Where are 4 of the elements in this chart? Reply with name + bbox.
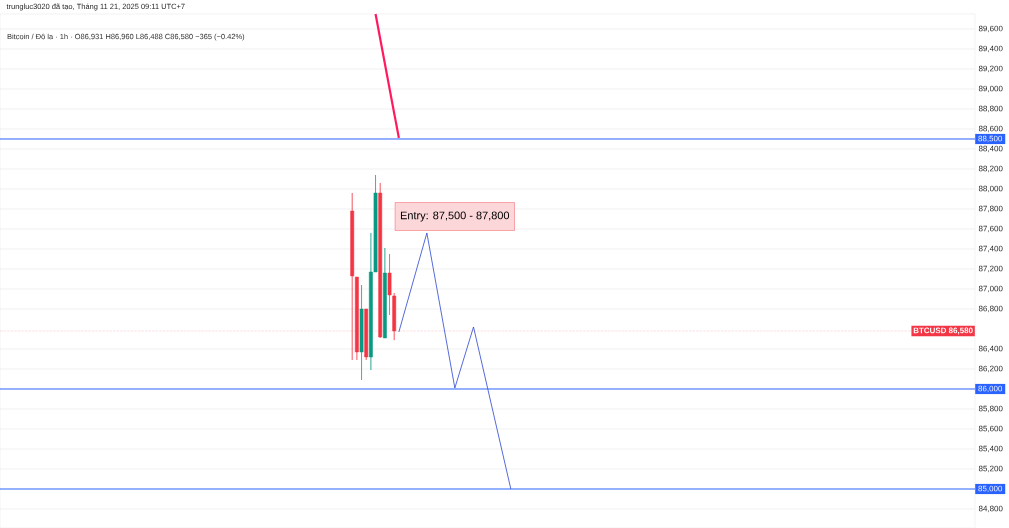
candlestick bbox=[382, 247, 387, 339]
candlestick bbox=[359, 284, 364, 381]
line-series bbox=[398, 232, 512, 490]
annotation: Entry: 87,500 - 87,800 bbox=[400, 211, 510, 222]
